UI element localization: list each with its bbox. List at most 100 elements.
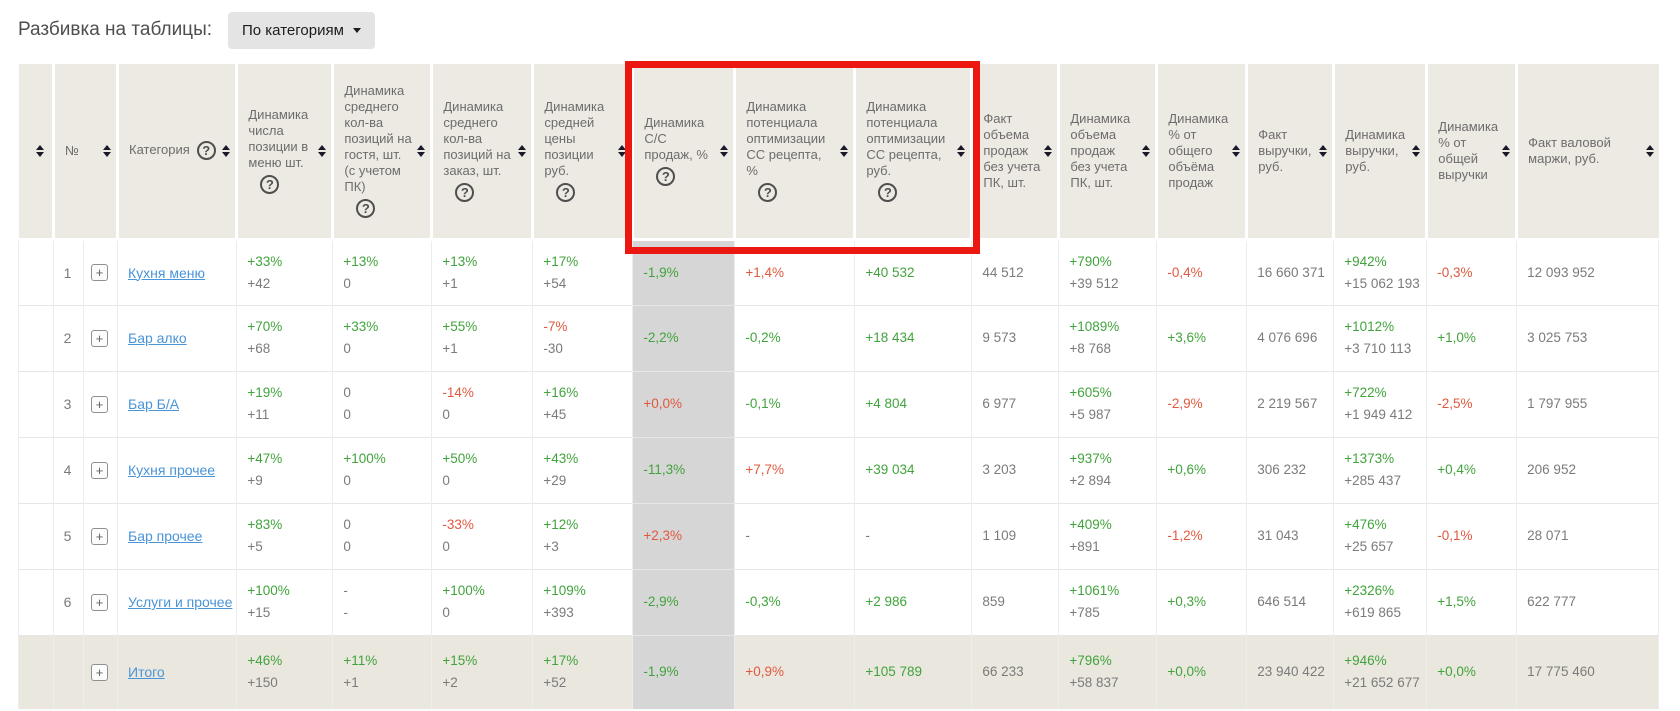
column-label: Динамика выручки, руб. [1345, 126, 1406, 174]
help-icon[interactable]: ? [455, 183, 475, 203]
column-header-recipe-cost-optimization-potential-pct[interactable]: Динамика потенциала оптимизации СС рецеп… [733, 64, 855, 241]
sort-icon[interactable] [1502, 144, 1511, 157]
expand-row-button[interactable]: + [91, 329, 108, 347]
sort-icon[interactable] [1645, 144, 1654, 157]
expand-row-button[interactable]: + [91, 593, 108, 611]
cell-recipe-cost-optimization-potential-rub: - [854, 502, 973, 569]
column-header-recipe-cost-optimization-potential-rub[interactable]: Динамика потенциала оптимизации СС рецеп… [853, 64, 972, 241]
sort-icon[interactable] [1319, 144, 1328, 157]
cell-per-order-positions-dynamics: +13% +1 [431, 238, 534, 305]
cell-cogs-sales-dynamics: -1,9% [632, 238, 736, 305]
column-header-revenue-dynamics[interactable]: Динамика выручки, руб. [1332, 64, 1427, 241]
column-header-total-revenue-share-dynamics[interactable]: Динамика % от общей выручки [1425, 64, 1517, 241]
column-header-revenue-fact[interactable]: Факт выручки, руб. [1245, 64, 1334, 241]
cell-menu-positions-dynamics: +33% +42 [236, 238, 334, 305]
column-header-cogs-sales-dynamics[interactable]: Динамика С/С продаж, %? [631, 64, 735, 241]
column-label: Динамика потенциала оптимизации СС рецеп… [746, 99, 826, 179]
cell-total-sales-share-dynamics: +0,3% [1156, 568, 1248, 635]
column-header-per-order-positions-dynamics[interactable]: Динамика среднего кол-ва позиций на зака… [430, 64, 533, 241]
cell-menu-positions-dynamics: +70% +68 [236, 304, 334, 371]
cell-recipe-cost-optimization-potential-rub: +2 986 [854, 568, 973, 635]
column-header-menu-positions-dynamics[interactable]: Динамика числа позиции в меню шт.? [235, 64, 333, 241]
expand-row-button[interactable]: + [91, 527, 108, 545]
cell-total-revenue-share-dynamics: -2,5% [1426, 370, 1518, 437]
column-header-category[interactable]: Категория? [115, 64, 237, 241]
sort-icon[interactable] [720, 144, 729, 157]
cell-per-guest-positions-dynamics: +100% 0 [332, 436, 433, 503]
help-icon[interactable]: ? [356, 199, 376, 219]
cell-recipe-cost-optimization-potential-rub: +40 532 [854, 238, 973, 305]
help-icon[interactable]: ? [878, 183, 898, 203]
sort-icon[interactable] [35, 144, 44, 157]
cell-per-order-positions-dynamics: +100% 0 [431, 568, 534, 635]
sort-icon[interactable] [1232, 144, 1241, 157]
cell-sales-volume-dynamics: +605% +5 987 [1058, 370, 1158, 437]
column-header-gross-margin-fact[interactable]: Факт валовой маржи, руб. [1515, 64, 1659, 241]
category-link[interactable]: Итого [128, 664, 165, 681]
cell-revenue-fact: 2 219 567 [1246, 370, 1335, 437]
blank-cell [18, 238, 54, 305]
sort-icon[interactable] [1412, 144, 1421, 157]
column-label: Факт объема продаж без учета ПК, шт. [983, 110, 1041, 190]
sort-icon[interactable] [222, 144, 231, 157]
sort-icon[interactable] [318, 144, 327, 157]
category-link[interactable]: Бар прочее [128, 528, 203, 544]
row-number: 6 [53, 568, 84, 635]
expand-row-button[interactable]: + [91, 395, 108, 413]
column-label: Динамика среднего кол-ва позиций на гост… [344, 83, 412, 195]
cell-sales-volume-dynamics: +1061% +785 [1058, 568, 1158, 635]
total-row: + Итого +46% +150 +11% +1 +15% +2 +17% +52 -1,9% +0… [18, 634, 1660, 709]
column-header-sales-volume-fact[interactable]: Факт объема продаж без учета ПК, шт. [970, 64, 1059, 241]
row-number [53, 634, 84, 709]
sort-icon[interactable] [840, 144, 849, 157]
sort-icon[interactable] [1142, 144, 1151, 157]
cell-revenue-dynamics: +942% +15 062 193 [1333, 238, 1428, 305]
cell-menu-positions-dynamics: +47% +9 [236, 436, 334, 503]
column-label: № [65, 142, 79, 158]
column-header-avg-price-dynamics[interactable]: Динамика средней цены позиции руб.? [531, 64, 633, 241]
cell-cogs-sales-dynamics: -2,2% [632, 304, 736, 371]
category-link[interactable]: Кухня меню [128, 264, 205, 281]
expand-row-button[interactable]: + [91, 264, 108, 281]
column-header-num[interactable]: № [52, 64, 118, 241]
help-icon[interactable]: ? [656, 167, 676, 187]
category-cell: Кухня меню [117, 238, 238, 305]
expand-row-button[interactable]: + [91, 663, 108, 681]
category-link[interactable]: Услуги и прочее [128, 594, 233, 610]
sort-icon[interactable] [618, 144, 627, 157]
cell-per-order-positions-dynamics: +55% +1 [431, 304, 534, 371]
category-cell: Итого [117, 634, 238, 709]
cell-recipe-cost-optimization-potential-rub: +18 434 [854, 304, 973, 371]
table-row: 3 + Бар Б/А +19% +11 0 0 -14% 0 +16% +45 +0,0% -0,1%… [18, 370, 1660, 437]
toolbar: Разбивка на таблицы: По категориям [18, 10, 1680, 50]
cell-gross-margin-fact: 622 777 [1516, 568, 1660, 635]
category-link[interactable]: Бар алко [128, 330, 187, 346]
column-header-row-select[interactable] [18, 64, 54, 241]
column-header-total-sales-share-dynamics[interactable]: Динамика % от общего объёма продаж [1155, 64, 1247, 241]
blank-cell [18, 634, 54, 709]
group-by-dropdown[interactable]: По категориям [228, 11, 375, 49]
column-header-per-guest-positions-dynamics[interactable]: Динамика среднего кол-ва позиций на гост… [331, 64, 432, 241]
sort-icon[interactable] [103, 144, 111, 157]
sort-icon[interactable] [518, 144, 527, 157]
category-link[interactable]: Бар Б/А [128, 396, 180, 412]
cell-recipe-cost-optimization-potential-pct: -0,1% [734, 370, 856, 437]
cell-cogs-sales-dynamics: -1,9% [632, 634, 736, 709]
sort-icon[interactable] [417, 144, 426, 157]
column-header-sales-volume-dynamics[interactable]: Динамика объема продаж без учета ПК, шт. [1057, 64, 1157, 241]
column-label: Динамика средней цены позиции руб. [544, 99, 605, 179]
cell-sales-volume-dynamics: +1089% +8 768 [1058, 304, 1158, 371]
sort-icon[interactable] [1044, 144, 1053, 157]
help-icon[interactable]: ? [260, 175, 280, 195]
cell-sales-volume-fact: 859 [971, 568, 1060, 635]
help-icon[interactable]: ? [196, 141, 216, 161]
sort-icon[interactable] [957, 144, 966, 157]
help-icon[interactable]: ? [556, 183, 576, 203]
cell-total-revenue-share-dynamics: -0,1% [1426, 502, 1518, 569]
category-link[interactable]: Кухня прочее [128, 462, 216, 478]
column-label: Динамика объема продаж без учета ПК, шт. [1070, 110, 1131, 190]
cell-menu-positions-dynamics: +100% +15 [236, 568, 334, 635]
expand-row-button[interactable]: + [91, 461, 108, 479]
help-icon[interactable]: ? [758, 183, 778, 203]
